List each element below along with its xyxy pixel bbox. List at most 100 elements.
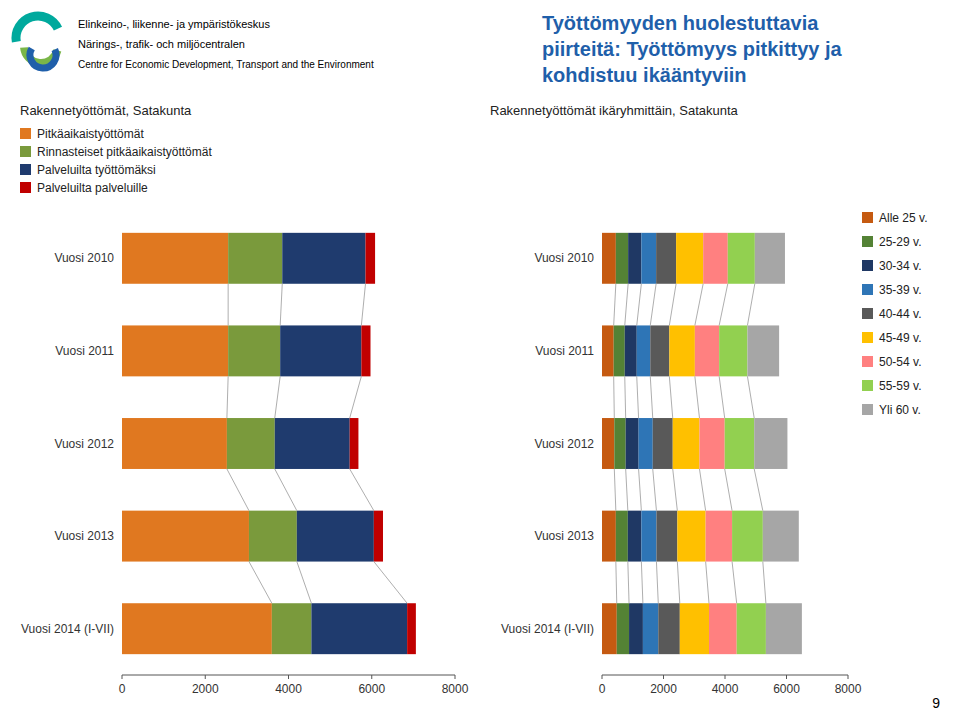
connector-line: [763, 562, 766, 604]
bar-segment: [725, 418, 755, 469]
bar-segment: [706, 511, 732, 562]
bar-segment: [280, 325, 361, 376]
connector-line: [280, 284, 282, 326]
bar-segment: [407, 603, 416, 654]
bar-segment: [754, 418, 787, 469]
header-line: Närings-, trafik- och miljöcentralen: [78, 38, 245, 50]
bar-segment: [602, 603, 617, 654]
bar-segment: [625, 325, 637, 376]
bar-segment: [747, 325, 779, 376]
connector-line: [626, 469, 628, 511]
legend-label: 25-29 v.: [879, 235, 921, 249]
chart-title: Rakennetyöttömät, Satakunta: [20, 103, 192, 118]
connector-line: [249, 562, 272, 604]
x-tick-label: 2000: [192, 682, 219, 696]
x-tick-label: 0: [599, 682, 606, 696]
connector-line: [695, 284, 703, 326]
bar-segment: [228, 325, 280, 376]
bar-segment: [122, 511, 249, 562]
legend-swatch: [20, 164, 31, 175]
connector-line: [699, 469, 705, 511]
legend: Alle 25 v.25-29 v.30-34 v.35-39 v.40-44 …: [862, 211, 927, 417]
bar-segment: [641, 233, 656, 284]
legend-label: 45-49 v.: [879, 331, 921, 345]
legend-swatch: [862, 356, 873, 367]
bar-segment: [703, 233, 728, 284]
connector-line: [637, 376, 639, 418]
bar-segment: [629, 603, 643, 654]
bar-segment: [709, 603, 737, 654]
bar-segment: [227, 418, 275, 469]
connector-line: [650, 376, 652, 418]
x-tick: [848, 675, 849, 679]
legend-label: 50-54 v.: [879, 355, 921, 369]
bar-segment: [228, 233, 282, 284]
bar-segment: [249, 511, 297, 562]
page: Elinkeino-, liikenne- ja ympäristökeskus…: [0, 0, 960, 717]
bar-segment: [653, 418, 673, 469]
x-tick: [602, 675, 603, 679]
connector-line: [625, 284, 628, 326]
connector-line: [637, 284, 642, 326]
legend-label: Yli 60 v.: [879, 403, 921, 417]
connector-line: [275, 469, 297, 511]
legend-label: 35-39 v.: [879, 283, 921, 297]
bar-segment: [673, 418, 700, 469]
connector-line: [653, 469, 657, 511]
x-tick: [725, 675, 726, 679]
bar-segment: [602, 233, 616, 284]
plot-area: [602, 233, 802, 654]
main-title: Työttömyyden huolestuttaviapiirteitä: Ty…: [542, 12, 843, 86]
bar-segment: [628, 511, 642, 562]
bar-segment: [637, 325, 651, 376]
connector-line: [615, 562, 617, 604]
bar-segment: [122, 603, 272, 654]
connector-line: [227, 469, 249, 511]
bar-segment: [614, 418, 625, 469]
logo-arc: [16, 16, 58, 42]
bar-segment: [641, 511, 656, 562]
chart: Rakennetyöttömät ikäryhmittäin, Satakunt…: [490, 103, 927, 696]
bar-segment: [737, 603, 766, 654]
x-tick-label: 6000: [773, 682, 800, 696]
connector-line: [650, 284, 656, 326]
x-tick: [288, 675, 289, 679]
y-tick-label: Vuosi 2012: [534, 437, 594, 451]
y-tick-label: Vuosi 2013: [534, 529, 594, 543]
connector-line: [614, 469, 616, 511]
bar-segment: [602, 418, 614, 469]
legend-label: Palveluilta työttömäksi: [37, 163, 156, 177]
connector-line: [695, 376, 700, 418]
connector-line: [719, 376, 725, 418]
bar-segment: [297, 511, 374, 562]
x-tick: [455, 675, 456, 679]
bar-segment: [122, 325, 228, 376]
bar-segment: [628, 233, 641, 284]
legend-label: 40-44 v.: [879, 307, 921, 321]
connector-line: [754, 469, 763, 511]
y-tick-label: Vuosi 2011: [55, 344, 114, 358]
connector-line: [628, 562, 629, 604]
bar-segment: [602, 511, 616, 562]
bar-segment: [366, 233, 376, 284]
x-tick-label: 4000: [712, 682, 739, 696]
bar-segment: [719, 325, 747, 376]
bar-segment: [614, 325, 625, 376]
legend-swatch: [862, 260, 873, 271]
connector-line: [350, 469, 374, 511]
main-title-line: Työttömyyden huolestuttavia: [542, 12, 819, 34]
y-tick-label: Vuosi 2010: [534, 251, 594, 265]
bar-segment: [728, 233, 755, 284]
chart: Rakennetyöttömät, Satakunta0200040006000…: [20, 103, 469, 696]
y-tick-label: Vuosi 2010: [54, 251, 114, 265]
connector-line: [673, 469, 678, 511]
bar-segment: [658, 603, 680, 654]
connector-line: [669, 376, 672, 418]
legend-swatch: [862, 332, 873, 343]
legend-label: Palveluilta palveluille: [37, 181, 148, 195]
legend-swatch: [862, 212, 873, 223]
legend-swatch: [862, 284, 873, 295]
bar-segment: [676, 233, 703, 284]
bar-segment: [617, 603, 629, 654]
y-tick-label: Vuosi 2014 (I-VII): [21, 622, 114, 636]
